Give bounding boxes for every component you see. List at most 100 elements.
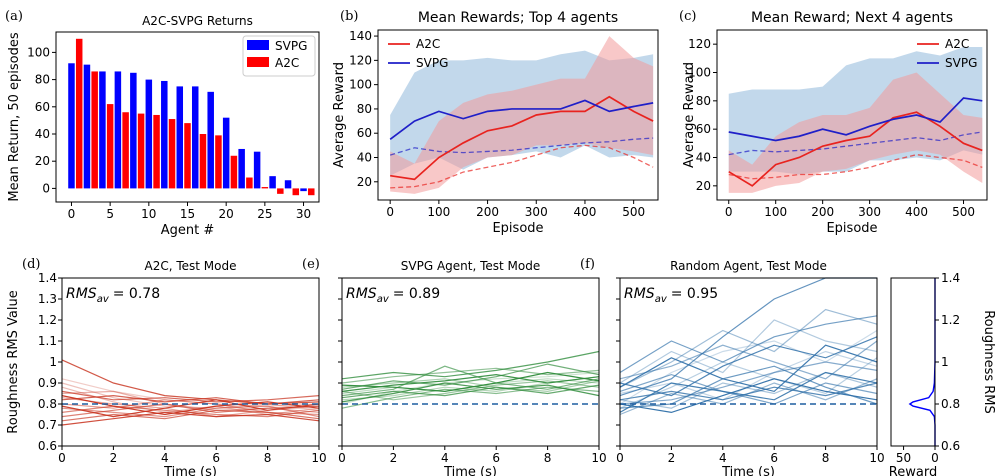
chart-title: Random Agent, Test Mode	[670, 259, 827, 273]
test-episode-line	[619, 371, 878, 409]
chart-title: A2C, Test Mode	[145, 259, 237, 273]
svpg-bar	[68, 63, 75, 189]
x-tick-label: 20	[219, 207, 234, 221]
x-tick-label: 4	[719, 451, 727, 465]
panel-b: 0 100 200 300 400 500 Episode 20 40 60 80 100 120 140…	[332, 9, 659, 236]
y-tick-label: 0.9	[38, 376, 57, 390]
svpg-bar	[222, 117, 230, 189]
svpg-bar	[130, 72, 137, 189]
panel-c: 0 100 200 300 400 500 Episode 20 40 60 80 100 120 Ave…	[679, 9, 988, 236]
panel-label: (f)	[580, 257, 595, 272]
rms-value: = 0.78	[113, 286, 160, 302]
a2c-dashed-line	[728, 154, 983, 180]
y-tick-label: 0.6	[941, 439, 960, 453]
svpg-bar	[176, 86, 184, 189]
x-tick-label: 300	[858, 205, 881, 219]
test-episode-line	[619, 378, 878, 414]
y-tick-label: 100	[349, 78, 372, 92]
x-tick-label: 2	[668, 451, 676, 465]
a2c-band	[728, 72, 983, 193]
test-episode-line	[61, 403, 320, 418]
x-tick-label: 6	[212, 451, 220, 465]
y-tick-label: 20	[35, 154, 50, 168]
x-tick-label: 6	[492, 451, 500, 465]
x-tick-label: 200	[476, 205, 499, 219]
y-tick-label: 0.8	[38, 397, 57, 411]
y-tick-label: 0	[42, 181, 50, 195]
rms-symbol: RMS	[346, 286, 377, 302]
x-tick-label: 300	[525, 205, 548, 219]
x-tick-label: 2	[390, 451, 398, 465]
a2c-band	[390, 36, 654, 194]
test-episode-line	[619, 336, 878, 397]
test-episode-line	[341, 378, 600, 393]
y-axis-label: Roughness RMS	[981, 310, 996, 414]
svpg-dashed-line	[728, 131, 983, 156]
y-tick-label: 0.8	[941, 397, 960, 411]
svpg-bar	[145, 79, 153, 189]
svpg-bar	[284, 180, 292, 189]
x-tick-label: 200	[811, 205, 834, 219]
x-tick-label: 0	[58, 451, 66, 465]
test-episode-line	[619, 371, 878, 413]
test-episode-line	[619, 357, 878, 409]
a2c-bar	[184, 123, 191, 189]
x-axis-label: Episode	[826, 221, 877, 236]
svpg-bar	[238, 148, 245, 189]
plot-frame	[890, 277, 936, 447]
x-tick-label: 8	[544, 451, 552, 465]
y-tick-label: 1.2	[941, 313, 960, 327]
a2c-bar	[277, 188, 284, 194]
rms-symbol: RMS	[624, 286, 655, 302]
a2c-mean-line	[390, 95, 654, 181]
svpg-bar	[99, 71, 106, 189]
a2c-bar	[230, 155, 238, 189]
y-tick-label: 1	[49, 355, 57, 369]
x-tick-label: 400	[574, 205, 597, 219]
test-episode-line	[61, 382, 320, 411]
y-tick-label: 1.1	[38, 334, 57, 348]
svpg-bar	[253, 151, 261, 189]
a2c-bar	[137, 113, 145, 189]
x-tick-label: 25	[257, 207, 272, 221]
y-tick-label: 1.2	[38, 313, 57, 327]
svpg-mean-line	[728, 97, 983, 142]
legend-swatch	[247, 40, 269, 50]
test-episode-line	[341, 382, 600, 403]
y-tick-label: 140	[349, 29, 372, 43]
x-axis-label: Time (s)	[163, 465, 217, 476]
chart-title: SVPG Agent, Test Mode	[401, 259, 540, 273]
legend-label: SVPG	[945, 56, 977, 70]
panel-label: (e)	[302, 257, 320, 272]
x-tick-label: 100	[764, 205, 787, 219]
x-axis-label: Time (s)	[443, 465, 497, 476]
reward-density-line	[908, 278, 936, 446]
chart-title: Mean Reward; Next 4 agents	[751, 10, 953, 26]
test-episode-line	[619, 308, 878, 388]
a2c-bar	[261, 187, 269, 189]
y-axis-label: Average Reward	[682, 62, 697, 168]
y-tick-label: 100	[688, 66, 711, 80]
legend-label: SVPG	[416, 56, 448, 70]
test-episode-line	[619, 344, 878, 393]
x-tick-label: 0	[616, 451, 624, 465]
y-tick-label: 80	[357, 102, 372, 116]
a2c-bar	[246, 177, 253, 189]
x-tick-label: 0	[68, 207, 76, 221]
test-episode-line	[61, 378, 320, 407]
y-axis-label: Roughness RMS Value	[6, 290, 21, 433]
svpg-bar	[161, 80, 168, 189]
legend-label: A2C	[416, 37, 440, 51]
a2c-bar	[75, 38, 83, 189]
panel-e: 0 2 4 6 8 10 Time (s) SVPG Agent, Test Mode (e) R…	[302, 257, 607, 476]
y-tick-label: 60	[696, 122, 711, 136]
y-tick-label: 20	[357, 175, 372, 189]
a2c-bar	[308, 188, 315, 196]
a2c-bar	[153, 114, 160, 189]
panel-label: (c)	[679, 9, 696, 24]
test-episode-line	[619, 315, 878, 374]
test-episode-line	[619, 361, 878, 405]
svpg-bar	[83, 64, 91, 189]
